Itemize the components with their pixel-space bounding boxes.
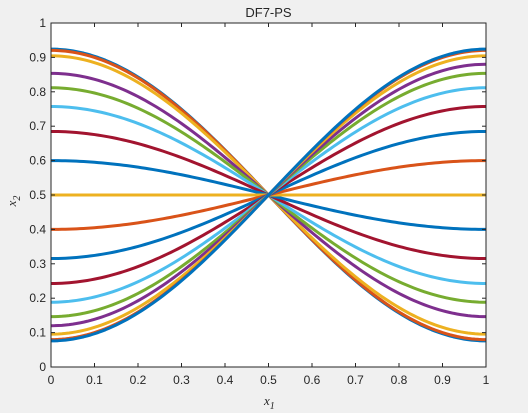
y-axis-title: x2 [4, 196, 23, 208]
ticks-layer: 0 0.1 0.2 0.3 0.4 0.5 0.6 0.7 0.8 0.9 1 0 0.1 0.2 0.3 0… [29, 16, 489, 387]
y-tick-label: 0.9 [29, 50, 46, 64]
series-line-18 [50, 47, 487, 343]
x-tick-label: 0 [48, 373, 55, 387]
y-tick-label: 0.6 [29, 154, 46, 168]
chart-title: DF7-PS [245, 5, 292, 20]
x-tick-label: 0.7 [347, 373, 364, 387]
x-tick-label: 0.5 [260, 373, 277, 387]
x-tick-label: 0.1 [86, 373, 103, 387]
y-tick-label: 0.3 [29, 257, 46, 271]
series-layer [50, 47, 487, 343]
x-tick-label: 1 [483, 373, 490, 387]
x-tick-label: 0.3 [173, 373, 190, 387]
y-tick-label: 0.4 [29, 222, 46, 236]
x-tick-label: 0.8 [391, 373, 408, 387]
x-axis-title-sub: 1 [270, 401, 275, 412]
y-tick-label: 0 [39, 360, 46, 374]
x-tick-label: 0.2 [130, 373, 147, 387]
x-tick-label: 0.6 [304, 373, 321, 387]
y-tick-label: 1 [39, 16, 46, 30]
y-axis-title-sub: 2 [12, 196, 23, 201]
y-tick-label: 0.8 [29, 85, 46, 99]
y-tick-label: 0.7 [29, 119, 46, 133]
y-tick-label: 0.1 [29, 326, 46, 340]
x-tick-label: 0.9 [434, 373, 451, 387]
y-tick-label: 0.2 [29, 291, 46, 305]
y-axis-title-group: x2 [4, 196, 23, 208]
x-axis-title: x1 [263, 393, 275, 412]
x-tick-label: 0.4 [217, 373, 234, 387]
y-tick-label: 0.5 [29, 188, 46, 202]
y-axis-title-main: x [4, 200, 19, 207]
x-axis-title-main: x [263, 393, 270, 408]
